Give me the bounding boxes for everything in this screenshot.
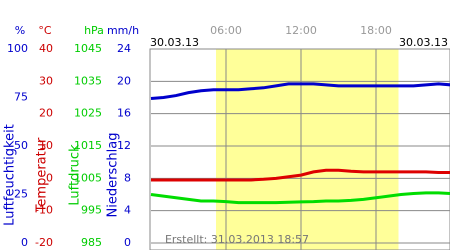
date-right: 30.03.13 xyxy=(399,36,448,49)
y-tick-label: 1035 xyxy=(74,74,102,87)
y-tick-label: 1005 xyxy=(74,171,102,184)
y-tick-label: 40 xyxy=(39,42,53,55)
y-tick-label: 4 xyxy=(124,204,131,217)
y-tick-label: 24 xyxy=(117,42,131,55)
axis-unit: hPa xyxy=(84,24,104,37)
y-tick-label: 985 xyxy=(81,236,102,249)
y-tick-label: 0 xyxy=(46,171,53,184)
data-line xyxy=(150,82,450,100)
y-tick-label: 10 xyxy=(39,139,53,152)
axis-title: Luftfeuchtigkeit xyxy=(3,124,18,226)
y-tick-label: 30 xyxy=(39,74,53,87)
y-tick-label: 75 xyxy=(14,91,28,104)
axis-title: Niederschlag xyxy=(106,133,121,218)
axis-unit: mm/h xyxy=(107,24,139,37)
y-tick-label: -20 xyxy=(35,236,53,249)
y-tick-label: 1025 xyxy=(74,107,102,120)
y-tick-label: 25 xyxy=(14,188,28,201)
y-tick-label: 100 xyxy=(7,42,28,55)
x-tick-label: 12:00 xyxy=(285,24,317,37)
y-tick-label: 20 xyxy=(117,74,131,87)
y-tick-label: 50 xyxy=(14,139,28,152)
daylight-band xyxy=(216,49,399,250)
y-tick-label: 1015 xyxy=(74,139,102,152)
y-tick-label: 16 xyxy=(117,107,131,120)
y-tick-label: 1045 xyxy=(74,42,102,55)
data-line xyxy=(151,168,450,182)
y-tick-label: 0 xyxy=(21,236,28,249)
y-tick-label: 0 xyxy=(124,236,131,249)
y-tick-label: 20 xyxy=(39,107,53,120)
y-tick-label: -10 xyxy=(35,204,53,217)
axis-unit: % xyxy=(15,24,25,37)
plot-frame xyxy=(149,48,450,250)
x-tick-label: 06:00 xyxy=(210,24,242,37)
x-tick-label: 18:00 xyxy=(360,24,392,37)
y-tick-label: 12 xyxy=(117,139,131,152)
date-left: 30.03.13 xyxy=(150,36,199,49)
axis-title: Temperatur xyxy=(35,137,50,213)
axis-unit: °C xyxy=(38,24,52,37)
data-line xyxy=(150,191,450,205)
footer: Erstellt: 31.03.2013 18:57 xyxy=(165,233,309,246)
y-tick-label: 995 xyxy=(81,204,102,217)
axis-title: Luftdruck xyxy=(68,144,83,206)
y-tick-label: 8 xyxy=(124,171,131,184)
